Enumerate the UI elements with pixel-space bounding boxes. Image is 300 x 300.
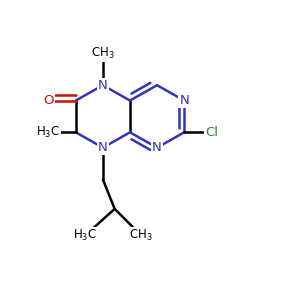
Text: N: N (98, 79, 108, 92)
Text: N: N (152, 141, 162, 154)
Text: H$_3$C: H$_3$C (36, 125, 61, 140)
Text: Cl: Cl (205, 126, 218, 139)
Text: H$_3$C: H$_3$C (73, 228, 97, 243)
Text: N: N (179, 94, 189, 107)
Text: CH$_3$: CH$_3$ (91, 46, 115, 61)
Text: CH$_3$: CH$_3$ (129, 228, 153, 243)
Text: O: O (43, 94, 54, 107)
Text: N: N (98, 141, 108, 154)
